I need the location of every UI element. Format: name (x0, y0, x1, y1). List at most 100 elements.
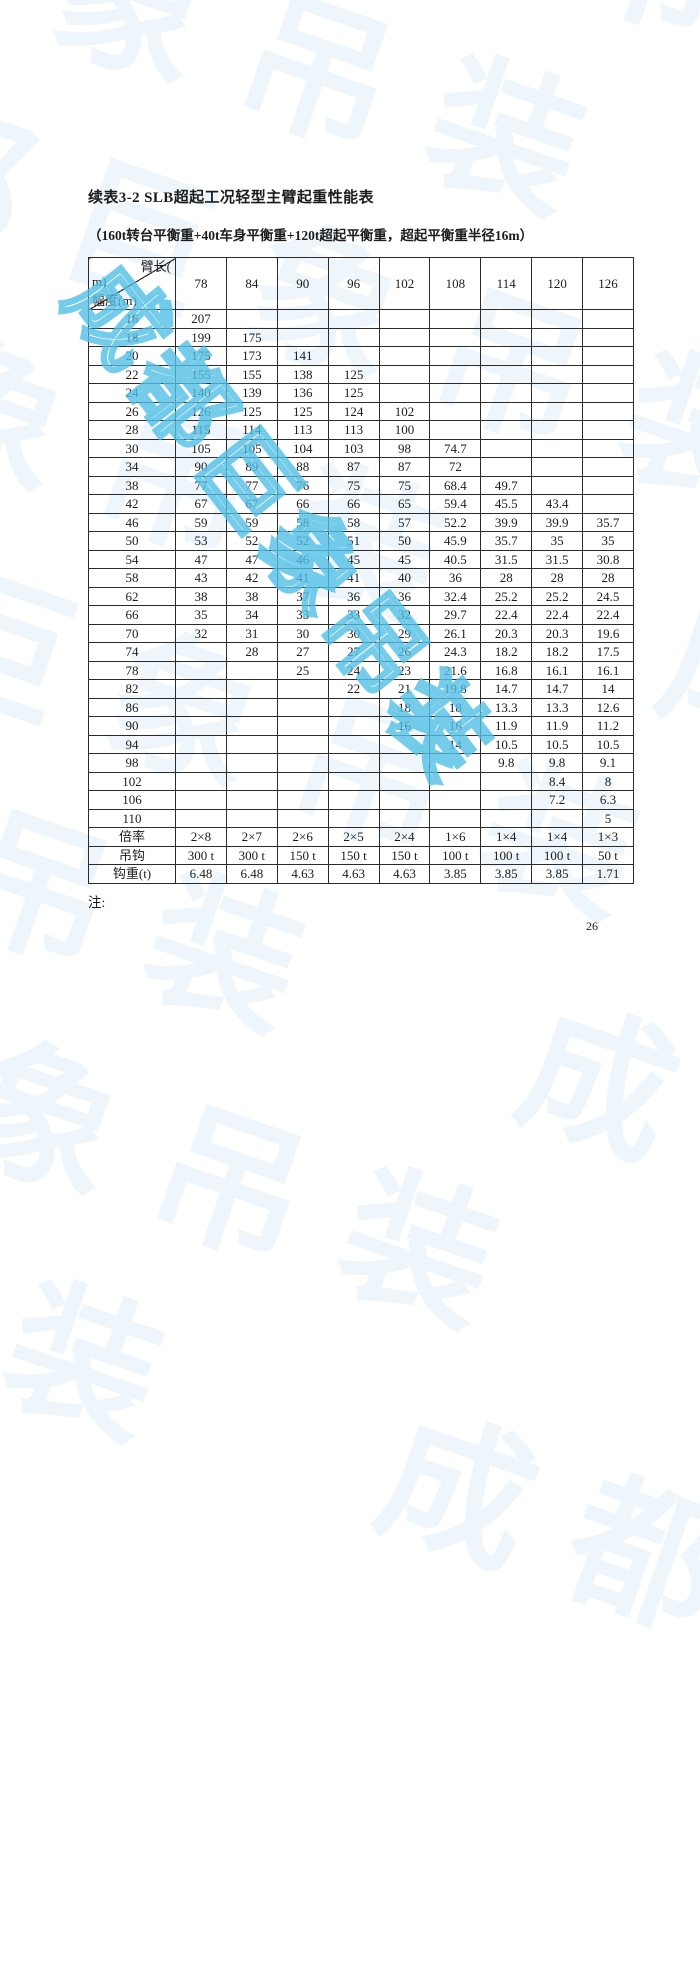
capacity-value-cell (480, 457, 533, 477)
capacity-value-cell: 30 (276, 623, 329, 643)
capacity-value-cell (429, 420, 482, 440)
capacity-value-cell: 24 (327, 660, 380, 680)
capacity-value-cell: 136 (276, 383, 329, 403)
capacity-value-cell: 125 (327, 364, 380, 384)
table-row: 46 59 59 58 58 57 52.2 39.9 39.9 35.7 (88, 512, 634, 532)
capacity-value-cell: 9.8 (480, 753, 533, 773)
capacity-value-cell: 21.6 (429, 660, 482, 680)
capacity-value-cell: 49.7 (480, 475, 533, 495)
table-row: 22 155 155 138 125 (88, 364, 634, 384)
capacity-value-cell (378, 364, 431, 384)
capacity-value-cell (429, 383, 482, 403)
capacity-value-cell (225, 660, 278, 680)
table-row: 26 126 125 125 124 102 (88, 401, 634, 421)
radius-cell: 22 (88, 364, 176, 384)
capacity-value-cell (582, 383, 634, 403)
capacity-value-cell (378, 771, 431, 791)
table-row: 74 28 27 27 26 24.3 18.2 18.2 17.5 (88, 642, 634, 662)
capacity-value-cell (276, 697, 329, 717)
footer-value-cell: 1×3 (582, 827, 634, 847)
capacity-value-cell: 22 (327, 679, 380, 699)
footer-value-cell: 6.48 (175, 864, 227, 884)
radius-cell: 34 (88, 457, 176, 477)
capacity-value-cell: 47 (175, 549, 227, 569)
capacity-value-cell (225, 808, 278, 828)
capacity-value-cell: 25 (276, 660, 329, 680)
radius-cell: 58 (88, 568, 176, 588)
capacity-value-cell (429, 364, 482, 384)
capacity-value-cell: 11.9 (480, 716, 533, 736)
table-row: 98 9.8 9.8 9.1 (88, 753, 634, 773)
capacity-value-cell: 139 (225, 383, 278, 403)
capacity-value-cell: 39.9 (531, 512, 583, 532)
capacity-value-cell: 28 (480, 568, 533, 588)
capacity-value-cell: 16 (378, 716, 431, 736)
capacity-value-cell: 46 (276, 549, 329, 569)
column-header-boom-length: 108 (429, 257, 482, 310)
capacity-value-cell: 14 (582, 679, 634, 699)
footer-value-cell: 6.48 (225, 864, 278, 884)
radius-axis-label: 幅度(m) (92, 293, 137, 308)
capacity-value-cell (480, 771, 533, 791)
capacity-value-cell (531, 457, 583, 477)
capacity-value-cell: 43 (175, 568, 227, 588)
capacity-value-cell (429, 753, 482, 773)
footer-value-cell: 2×8 (175, 827, 227, 847)
capacity-value-cell (582, 494, 634, 514)
capacity-value-cell: 16.1 (582, 660, 634, 680)
capacity-value-cell: 50 (378, 531, 431, 551)
capacity-value-cell (480, 309, 533, 329)
capacity-value-cell (429, 327, 482, 347)
table-row: 30 105 105 104 103 98 74.7 (88, 438, 634, 458)
column-header-boom-length: 90 (276, 257, 329, 310)
capacity-value-cell (327, 327, 380, 347)
footer-label-cell: 钩重(t) (88, 864, 176, 884)
footer-label-cell: 吊钩 (88, 845, 176, 865)
capacity-value-cell: 14.7 (531, 679, 583, 699)
capacity-value-cell: 98 (378, 438, 431, 458)
capacity-value-cell (175, 642, 227, 662)
capacity-value-cell: 68.4 (429, 475, 482, 495)
table-footer-row: 吊钩 300 t 300 t 150 t 150 t 150 t 100 t 100 t 100… (88, 845, 634, 865)
boom-length-axis-label: 臂长( (140, 259, 171, 274)
capacity-value-cell (276, 808, 329, 828)
capacity-value-cell: 11.2 (582, 716, 634, 736)
capacity-value-cell: 21 (378, 679, 431, 699)
capacity-value-cell (429, 808, 482, 828)
capacity-value-cell: 31 (225, 623, 278, 643)
footer-value-cell: 2×5 (327, 827, 380, 847)
table-row: 66 35 34 33 33 32 29.7 22.4 22.4 22.4 (88, 605, 634, 625)
capacity-value-cell: 9.1 (582, 753, 634, 773)
capacity-value-cell: 43.4 (531, 494, 583, 514)
page-subtitle: （160t转台平衡重+40t车身平衡重+120t超起平衡重，超起平衡重半径16m… (88, 228, 534, 243)
radius-cell: 106 (88, 790, 176, 810)
table-row: 50 53 52 52 51 50 45.9 35.7 35 35 (88, 531, 634, 551)
capacity-value-cell: 23 (378, 660, 431, 680)
capacity-value-cell: 13.3 (480, 697, 533, 717)
capacity-value-cell: 58 (327, 512, 380, 532)
capacity-value-cell (480, 438, 533, 458)
table-row: 70 32 31 30 30 29 26.1 20.3 20.3 19.6 (88, 623, 634, 643)
capacity-value-cell (378, 808, 431, 828)
radius-cell: 74 (88, 642, 176, 662)
capacity-value-cell: 199 (175, 327, 227, 347)
capacity-value-cell: 51 (327, 531, 380, 551)
capacity-value-cell: 115 (175, 420, 227, 440)
capacity-value-cell: 19.8 (429, 679, 482, 699)
capacity-value-cell (175, 753, 227, 773)
capacity-value-cell (480, 346, 533, 366)
capacity-value-cell: 40.5 (429, 549, 482, 569)
radius-cell: 46 (88, 512, 176, 532)
capacity-value-cell: 57 (378, 512, 431, 532)
capacity-value-cell: 37 (276, 586, 329, 606)
radius-cell: 54 (88, 549, 176, 569)
capacity-value-cell: 18 (378, 697, 431, 717)
column-header-boom-length: 126 (582, 257, 634, 310)
capacity-value-cell (175, 808, 227, 828)
footer-label-cell: 倍率 (88, 827, 176, 847)
capacity-value-cell (225, 716, 278, 736)
capacity-value-cell (327, 808, 380, 828)
capacity-value-cell: 75 (378, 475, 431, 495)
capacity-value-cell (276, 753, 329, 773)
capacity-value-cell: 7.2 (531, 790, 583, 810)
